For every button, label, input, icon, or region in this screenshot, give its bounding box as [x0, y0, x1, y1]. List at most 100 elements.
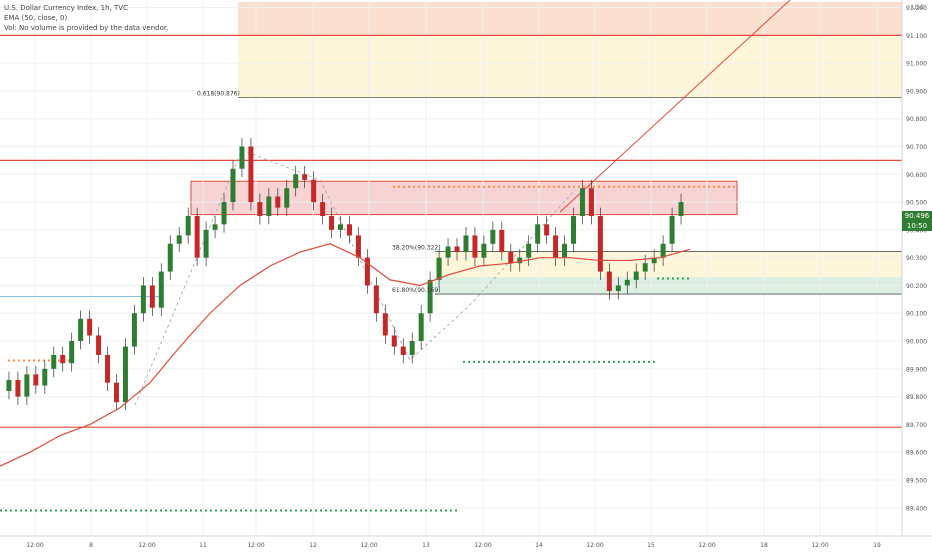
candle-body: [239, 146, 245, 169]
candle-body: [382, 313, 388, 336]
x-tick-label: 8: [89, 542, 93, 549]
candle-body: [517, 257, 523, 264]
candle-body: [633, 271, 639, 280]
candle-body: [669, 215, 675, 244]
candle-body: [535, 224, 541, 244]
candle-body: [311, 179, 317, 203]
candle-body: [15, 379, 21, 397]
x-tick-label: 12: [309, 542, 317, 549]
candle-body: [24, 374, 30, 397]
x-tick-label: 12:00: [138, 542, 155, 549]
candle-body: [588, 188, 594, 216]
candle-body: [212, 224, 218, 230]
x-tick-label: 14: [535, 542, 543, 549]
x-tick-label: 13: [422, 542, 430, 549]
candle-body: [113, 382, 119, 403]
x-tick-label: 12:00: [698, 542, 715, 549]
candle-body: [454, 246, 460, 253]
y-tick-label: 89.400: [906, 505, 927, 512]
y-tick-label: 90.600: [906, 172, 927, 179]
x-tick-label: 12:00: [26, 542, 43, 549]
candle-body: [615, 285, 621, 292]
y-tick-label: 89.600: [906, 450, 927, 457]
x-tick-label: 12:00: [247, 542, 264, 549]
candle-body: [481, 243, 487, 258]
x-tick-label: 11: [199, 542, 207, 549]
candle-body: [51, 354, 57, 369]
x-tick-label: 18: [760, 542, 768, 549]
candle-body: [320, 202, 326, 216]
candle-body: [131, 313, 137, 347]
x-tick-label: 12:00: [586, 542, 603, 549]
candle-body: [87, 318, 93, 336]
y-tick-label: 90.500: [906, 200, 927, 207]
x-tick-label: 12:00: [360, 542, 377, 549]
zigzag-pattern: [134, 149, 576, 406]
candle-body: [499, 229, 505, 253]
fib-label: 61.80%(90.169): [392, 287, 441, 294]
candle-body: [526, 243, 532, 258]
y-tick-label: 89.700: [906, 422, 927, 429]
y-tick-label: 90.900: [906, 88, 927, 95]
candle-body: [338, 224, 344, 230]
candle-body: [203, 229, 209, 258]
candle-body: [194, 215, 200, 258]
candle-body: [418, 313, 424, 342]
candle-body: [346, 224, 352, 236]
candle-body: [257, 202, 263, 216]
candle-body: [606, 271, 612, 292]
x-tick-label: 15: [647, 542, 655, 549]
y-tick-label: 89.900: [906, 366, 927, 373]
candle-body: [364, 257, 370, 286]
candle-body: [78, 318, 84, 342]
y-tick-label: 89.500: [906, 477, 927, 484]
candle-body: [96, 335, 102, 355]
candle-body: [436, 257, 442, 280]
candle-body: [660, 243, 666, 258]
candle-body: [69, 341, 75, 364]
ema-line: [0, 243, 691, 467]
x-tick-label: 12:00: [474, 542, 491, 549]
candle-body: [400, 346, 406, 355]
candle-body: [176, 235, 182, 244]
candle-body: [409, 341, 415, 355]
zone-1: [238, 35, 902, 98]
candle-body: [248, 146, 254, 203]
y-tick-label: 90.300: [906, 255, 927, 262]
fib-label: 38.20%(90.322): [392, 245, 441, 252]
candle-body: [553, 235, 559, 258]
candle-body: [122, 346, 128, 403]
candle-body: [391, 335, 397, 347]
y-tick-label: 90.800: [906, 116, 927, 123]
y-tick-label: 90.200: [906, 283, 927, 290]
candle-body: [651, 257, 657, 264]
y-tick-label: 90.100: [906, 311, 927, 318]
trend-line: [559, 0, 791, 213]
candle-body: [508, 252, 514, 264]
candle-body: [544, 224, 550, 236]
chart-legend: U.S. Dollar Currency Index, 1h, TVC EMA …: [4, 3, 168, 33]
y-tick-label: 89.800: [906, 394, 927, 401]
y-tick-label: 90.000: [906, 339, 927, 346]
candle-body: [284, 188, 290, 208]
candle-body: [579, 188, 585, 216]
y-tick-label: 90.700: [906, 144, 927, 151]
x-tick-label: 12:00: [811, 542, 828, 549]
candle-body: [60, 354, 66, 364]
last-price-badge: 90.496: [902, 211, 932, 221]
candle-body: [158, 271, 164, 308]
currency-label: USD: [912, 4, 925, 11]
zone-0: [238, 2, 902, 36]
candle-body: [624, 279, 630, 286]
candle-body: [167, 243, 173, 272]
candle-body: [463, 235, 469, 253]
candle-body: [302, 174, 308, 180]
candle-body: [230, 168, 236, 203]
candle-body: [329, 215, 335, 230]
candle-body: [642, 263, 648, 272]
candle-body: [562, 243, 568, 258]
legend-title: U.S. Dollar Currency Index, 1h, TVC: [4, 4, 128, 12]
y-tick-label: 91.200: [906, 5, 927, 12]
